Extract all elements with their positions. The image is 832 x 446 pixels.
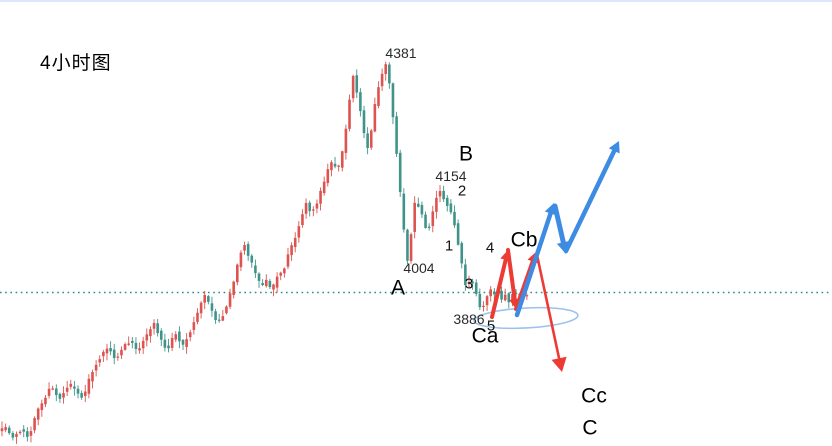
wave-label-5[interactable]: 5 xyxy=(486,317,496,335)
blue-bullish-projection-arrows[interactable] xyxy=(514,141,620,318)
wave-label-1[interactable]: 1 xyxy=(444,237,454,255)
red-wave-scenario-arrows[interactable] xyxy=(490,248,567,372)
wave-label-Cb[interactable]: Cb xyxy=(510,228,538,252)
timeframe-title: 4小时图 xyxy=(40,53,112,74)
wave-label-4[interactable]: 4 xyxy=(485,239,495,257)
wave-label-C[interactable]: C xyxy=(582,416,598,440)
wave-label-2[interactable]: 2 xyxy=(457,182,467,200)
price-label-3886: 3886 xyxy=(453,311,485,327)
wave-label-3[interactable]: 3 xyxy=(464,275,474,293)
wave-label-Ca[interactable]: Ca xyxy=(471,324,499,348)
price-label-4381: 4381 xyxy=(385,45,417,61)
support-zone-ellipse[interactable] xyxy=(473,305,579,330)
price-label-4154: 4154 xyxy=(435,168,467,184)
wave-label-Cc[interactable]: Cc xyxy=(581,384,607,408)
wave-label-A[interactable]: A xyxy=(390,276,406,300)
panel-top-border xyxy=(0,0,832,2)
price-label-4004: 4004 xyxy=(403,260,435,276)
candlestick-series xyxy=(0,61,529,444)
wave-label-B[interactable]: B xyxy=(458,142,474,166)
